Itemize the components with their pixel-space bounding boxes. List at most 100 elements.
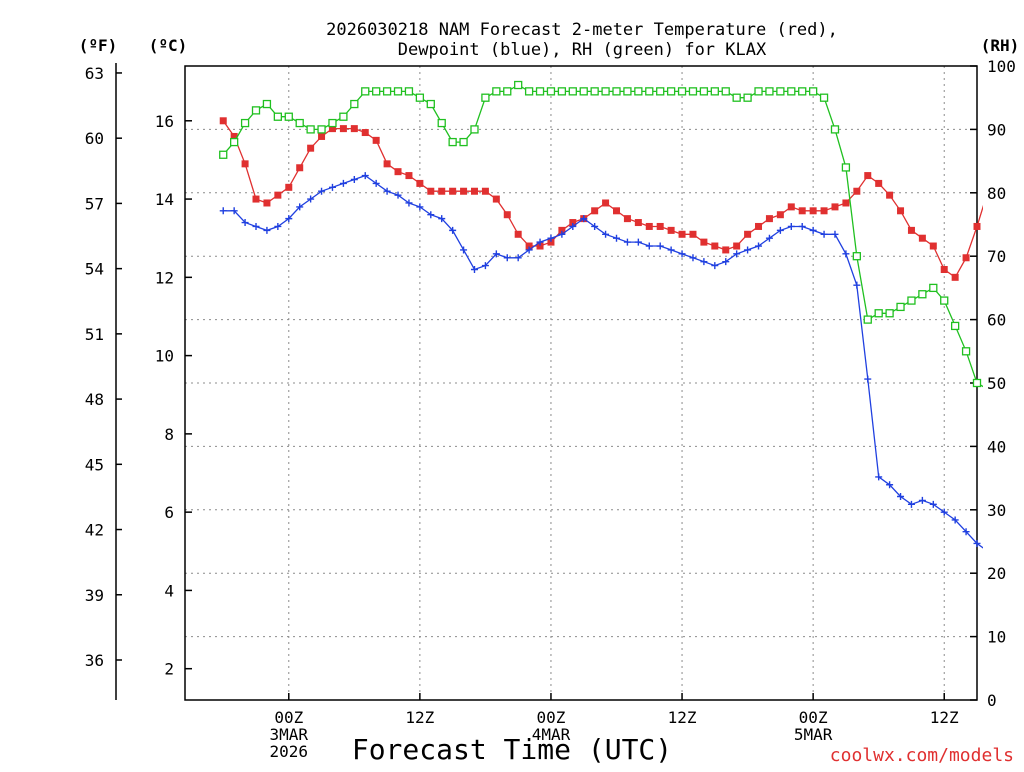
- data-point: [875, 473, 883, 481]
- data-point: [481, 93, 490, 102]
- data-point: [1017, 129, 1024, 136]
- data-point: [798, 207, 806, 215]
- rh-unit-label: (RH): [981, 36, 1020, 55]
- data-point: [547, 238, 555, 246]
- credit-text: coolwx.com/models: [830, 745, 1014, 766]
- data-point: [394, 168, 402, 176]
- data-point: [262, 99, 272, 109]
- data-point: [263, 226, 271, 234]
- data-point: [393, 87, 403, 96]
- data-point: [798, 87, 807, 96]
- data-point: [743, 93, 752, 102]
- data-point: [591, 207, 599, 215]
- data-point: [285, 183, 293, 191]
- chart-title-line-1: 2026030218 NAM Forecast 2-meter Temperat…: [326, 20, 838, 40]
- fahrenheit-tick-label: 42: [85, 521, 104, 540]
- data-point: [853, 281, 861, 289]
- data-point: [776, 87, 785, 96]
- data-point: [535, 87, 545, 96]
- data-point: [394, 191, 402, 199]
- data-point: [1006, 137, 1013, 144]
- rh-tick-label: 10: [987, 628, 1006, 647]
- celsius-tick-label: 10: [155, 347, 174, 366]
- data-point: [612, 87, 621, 96]
- data-point: [841, 163, 851, 172]
- data-point: [907, 296, 916, 305]
- data-point: [251, 106, 261, 115]
- data-point: [427, 187, 435, 195]
- x-tick-label: 12Z: [405, 708, 434, 727]
- data-point: [688, 87, 698, 96]
- data-point: [820, 207, 828, 215]
- data-point: [240, 118, 250, 128]
- data-point: [842, 199, 850, 207]
- x-tick-label: 00Z: [274, 708, 303, 727]
- data-point: [787, 203, 795, 211]
- data-point: [579, 87, 588, 96]
- data-point: [951, 516, 959, 524]
- data-point: [875, 179, 883, 187]
- rh-tick-label: 0: [987, 691, 997, 710]
- x-tick-label: 5MAR: [794, 725, 833, 744]
- data-point: [339, 125, 347, 133]
- fahrenheit-tick-label: 63: [85, 64, 104, 83]
- data-point: [230, 207, 238, 215]
- data-point: [416, 203, 424, 211]
- chart-title-line-2: Dewpoint (blue), RH (green) for KLAX: [398, 40, 767, 60]
- data-point: [808, 87, 818, 96]
- data-point: [230, 132, 238, 140]
- data-point: [940, 266, 948, 274]
- data-point: [524, 87, 534, 96]
- data-point: [361, 172, 369, 180]
- data-point: [427, 211, 435, 219]
- data-point: [372, 179, 380, 187]
- data-point: [907, 226, 915, 234]
- data-point: [438, 215, 446, 223]
- celsius-tick-label: 8: [164, 425, 174, 444]
- data-point: [940, 508, 948, 516]
- data-point: [295, 118, 304, 128]
- data-point: [591, 222, 599, 230]
- data-point: [284, 112, 293, 121]
- data-point: [361, 129, 369, 137]
- data-point: [263, 199, 271, 207]
- x-tick-label: 00Z: [799, 708, 828, 727]
- data-point: [601, 87, 610, 96]
- data-point: [700, 258, 708, 266]
- data-point: [897, 207, 905, 215]
- x-tick-label: 4MAR: [532, 725, 571, 744]
- data-point: [470, 266, 478, 274]
- data-point: [678, 250, 686, 258]
- data-point: [973, 222, 981, 230]
- data-point: [809, 226, 817, 234]
- data-point: [929, 283, 938, 293]
- data-point: [339, 112, 348, 121]
- data-point: [732, 93, 741, 102]
- data-point: [645, 222, 653, 230]
- data-point: [678, 230, 686, 238]
- data-point: [918, 234, 926, 242]
- data-point: [503, 87, 512, 96]
- data-point: [874, 309, 883, 318]
- data-point: [666, 87, 676, 96]
- data-point: [754, 87, 763, 96]
- data-point: [973, 539, 981, 547]
- data-point: [755, 242, 763, 250]
- data-point: [885, 309, 894, 318]
- data-point: [929, 500, 937, 508]
- series-layer: [219, 80, 1024, 549]
- data-point: [733, 250, 741, 258]
- data-point: [460, 187, 468, 195]
- data-point: [656, 242, 664, 250]
- data-point: [558, 230, 566, 238]
- data-point: [886, 191, 894, 199]
- data-point: [460, 246, 468, 254]
- data-point: [383, 160, 391, 168]
- rh-tick-label: 80: [987, 184, 1006, 203]
- data-point: [689, 230, 697, 238]
- data-point: [722, 258, 730, 266]
- data-point: [940, 296, 949, 305]
- data-point: [721, 87, 730, 96]
- rh-tick-label: 50: [987, 374, 1006, 393]
- data-point: [361, 87, 370, 96]
